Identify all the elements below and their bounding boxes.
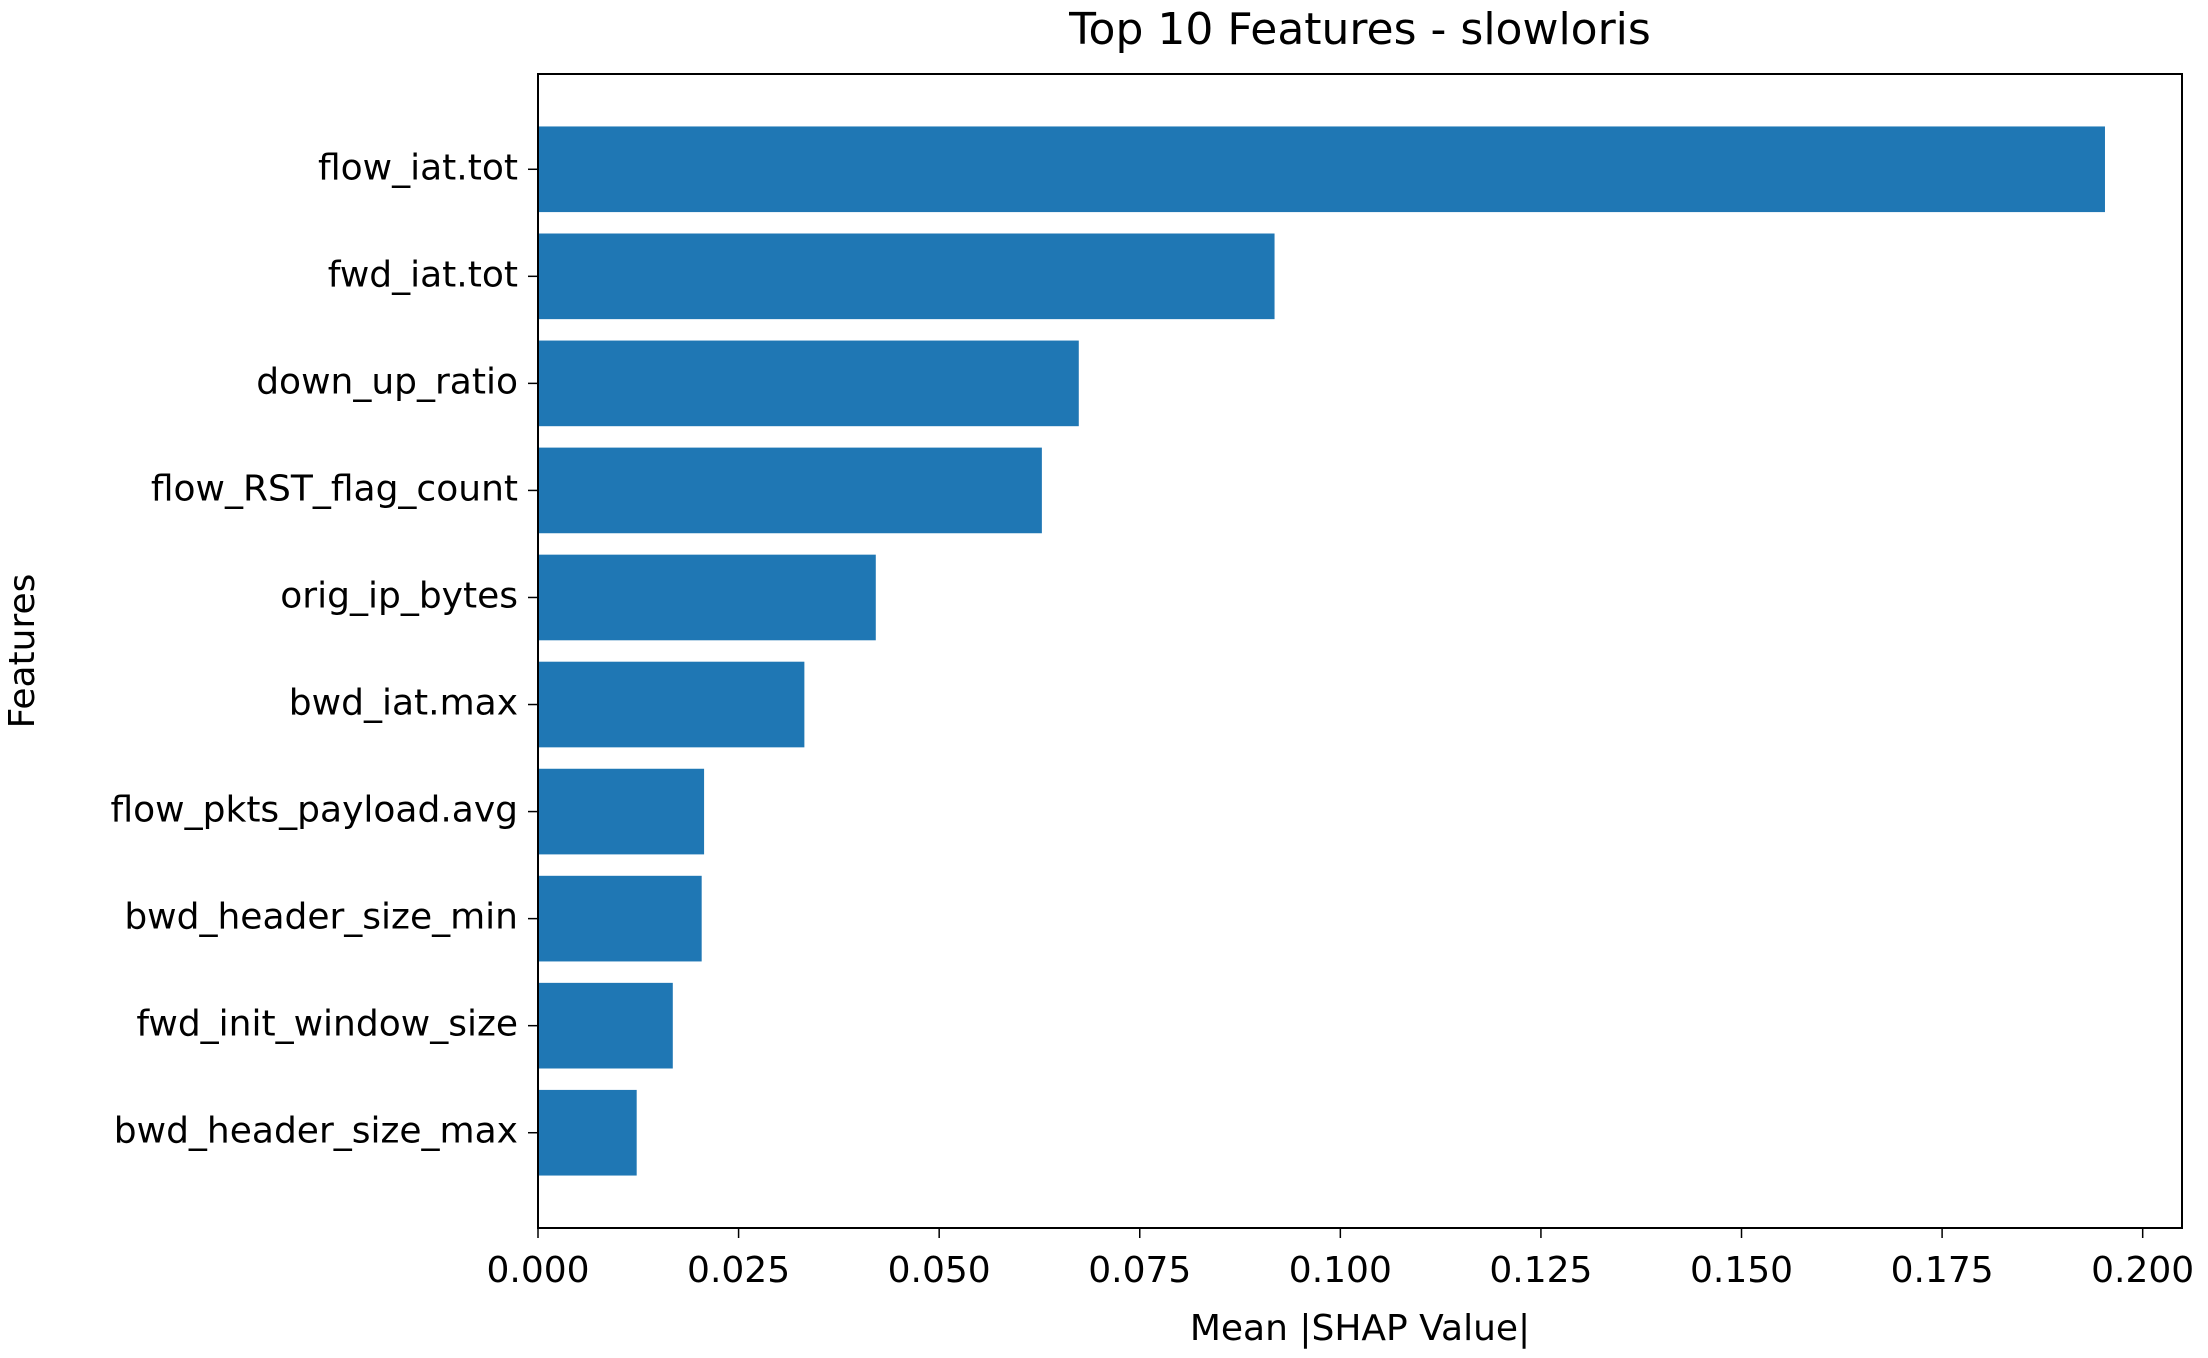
x-tick-label: 0.050 [888, 1250, 991, 1291]
y-tick-label: bwd_header_size_min [124, 897, 518, 938]
x-tick-label: 0.025 [687, 1250, 790, 1291]
bar [538, 1089, 637, 1176]
y-tick-label: down_up_ratio [256, 361, 518, 402]
bar [538, 875, 702, 962]
x-tick-label: 0.100 [1289, 1250, 1392, 1291]
bar [538, 340, 1079, 427]
y-axis-label: Features [2, 574, 43, 729]
y-tick-label: fwd_init_window_size [136, 1004, 518, 1045]
bar [538, 982, 673, 1069]
x-axis-label: Mean |SHAP Value| [1190, 1308, 1530, 1349]
y-tick-label: flow_iat.tot [318, 147, 518, 188]
y-tick-label: orig_ip_bytes [280, 575, 518, 616]
x-tick-label: 0.175 [1891, 1250, 1994, 1291]
bar [538, 768, 705, 855]
y-tick-label: fwd_iat.tot [328, 254, 518, 295]
y-tick-label: bwd_header_size_max [114, 1111, 518, 1152]
bar [538, 126, 2105, 213]
x-tick-label: 0.075 [1088, 1250, 1191, 1291]
bar [538, 233, 1275, 320]
x-tick-label: 0.150 [1690, 1250, 1793, 1291]
bar [538, 447, 1042, 534]
y-tick-label: flow_RST_flag_count [151, 468, 518, 509]
x-tick-label: 0.200 [2091, 1250, 2194, 1291]
y-tick-label: bwd_iat.max [289, 683, 518, 724]
bar [538, 554, 876, 641]
y-tick-label: flow_pkts_payload.avg [110, 790, 518, 831]
bar [538, 661, 805, 748]
axes-frame [537, 73, 2183, 1229]
x-tick-label: 0.125 [1489, 1250, 1592, 1291]
x-tick-label: 0.000 [486, 1250, 589, 1291]
chart-title: Top 10 Features - slowloris [1068, 4, 1651, 55]
